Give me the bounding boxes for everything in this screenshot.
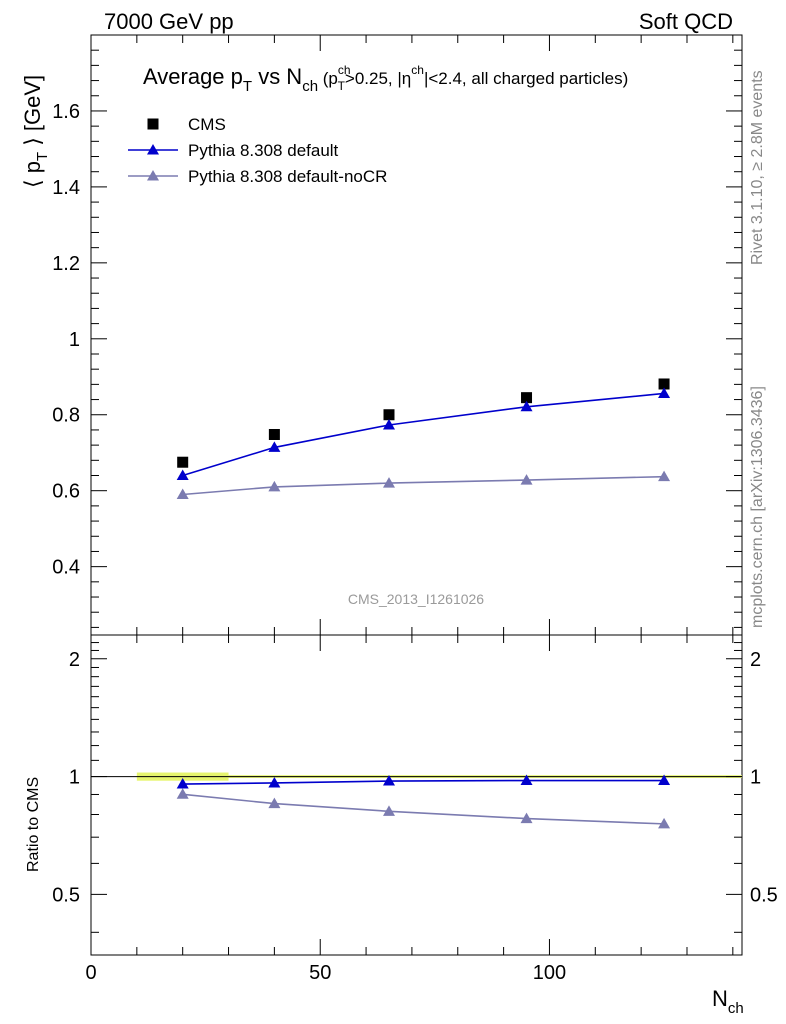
y-tick-label: 1.2 [52, 253, 80, 275]
x-tick-label: 0 [85, 962, 96, 984]
series-1-point [658, 387, 671, 398]
series-1-point [382, 419, 395, 430]
series-1-point [520, 400, 533, 412]
series-2-point [382, 477, 395, 488]
y-tick-label: 0.6 [52, 481, 80, 503]
x-axis-label: Nch [712, 986, 744, 1017]
rivet-label: Rivet 3.1.10, ≥ 2.8M events [749, 70, 766, 265]
ratio-1-point [520, 812, 533, 824]
mcplots-label: mcplots.cern.ch [arXiv:1306.3436] [749, 386, 766, 628]
cms-data-point [177, 456, 189, 468]
ratio-0-point [382, 775, 395, 786]
ratio-1-point [176, 788, 189, 799]
series-1-point [176, 469, 189, 481]
ratio-0-point [658, 774, 671, 786]
ratio-tick-label-left: 0.5 [52, 884, 80, 906]
cms-data-point [658, 378, 670, 390]
y-tick-label: 0.8 [52, 405, 80, 427]
legend-marker [147, 118, 159, 130]
header-left: 7000 GeV pp [104, 9, 234, 34]
ratio-plot-frame [90, 634, 743, 956]
cms-data-point [268, 428, 280, 440]
series-1-point [268, 441, 281, 452]
cms-data-point [521, 392, 533, 404]
series-line-2 [182, 475, 665, 496]
y-tick-label: 1.4 [52, 177, 80, 199]
ratio-1-point [382, 805, 395, 816]
ratio-0-point [520, 774, 533, 786]
y-tick-label: 1 [69, 329, 80, 351]
legend-label: Pythia 8.308 default [188, 141, 339, 160]
header-right: Soft QCD [639, 9, 733, 34]
ratio-tick-label-right: 0.5 [750, 884, 778, 906]
ratio-1-point [658, 817, 671, 829]
ratio-line-1 [182, 793, 665, 825]
x-tick-label: 100 [533, 962, 566, 984]
ratio-0-point [268, 776, 281, 788]
legend-marker [147, 170, 159, 181]
ratio-tick-label-right: 2 [750, 649, 761, 671]
cms-data-point [383, 409, 395, 421]
ratio-1-point [268, 797, 281, 809]
series-line-1 [182, 392, 665, 477]
ratio-tick-label-left: 1 [69, 767, 80, 789]
ratio-tick-label-right: 1 [750, 767, 761, 789]
series-2-point [520, 474, 533, 485]
y-tick-label: 1.6 [52, 101, 80, 123]
y-tick-label: 0.4 [52, 557, 80, 579]
legend-marker [147, 144, 159, 155]
analysis-watermark: CMS_2013_I1261026 [348, 591, 484, 607]
chart-title: Average pT vs Nch (pch T>0.25, |ηch|<2.4,… [143, 63, 628, 95]
series-2-point [176, 488, 189, 499]
ratio-0-point [176, 778, 189, 789]
ratio-y-axis-label: Ratio to CMS [25, 777, 42, 872]
ratio-tick-label-left: 2 [69, 649, 80, 671]
x-tick-label: 50 [309, 962, 331, 984]
legend-label: CMS [188, 115, 226, 134]
series-2-point [268, 480, 281, 492]
series-2-point [658, 470, 671, 482]
legend-label: Pythia 8.308 default-noCR [188, 167, 387, 186]
ratio-line-0 [182, 779, 665, 785]
y-axis-label: ⟨ pT ⟩ [GeV] [20, 75, 51, 188]
